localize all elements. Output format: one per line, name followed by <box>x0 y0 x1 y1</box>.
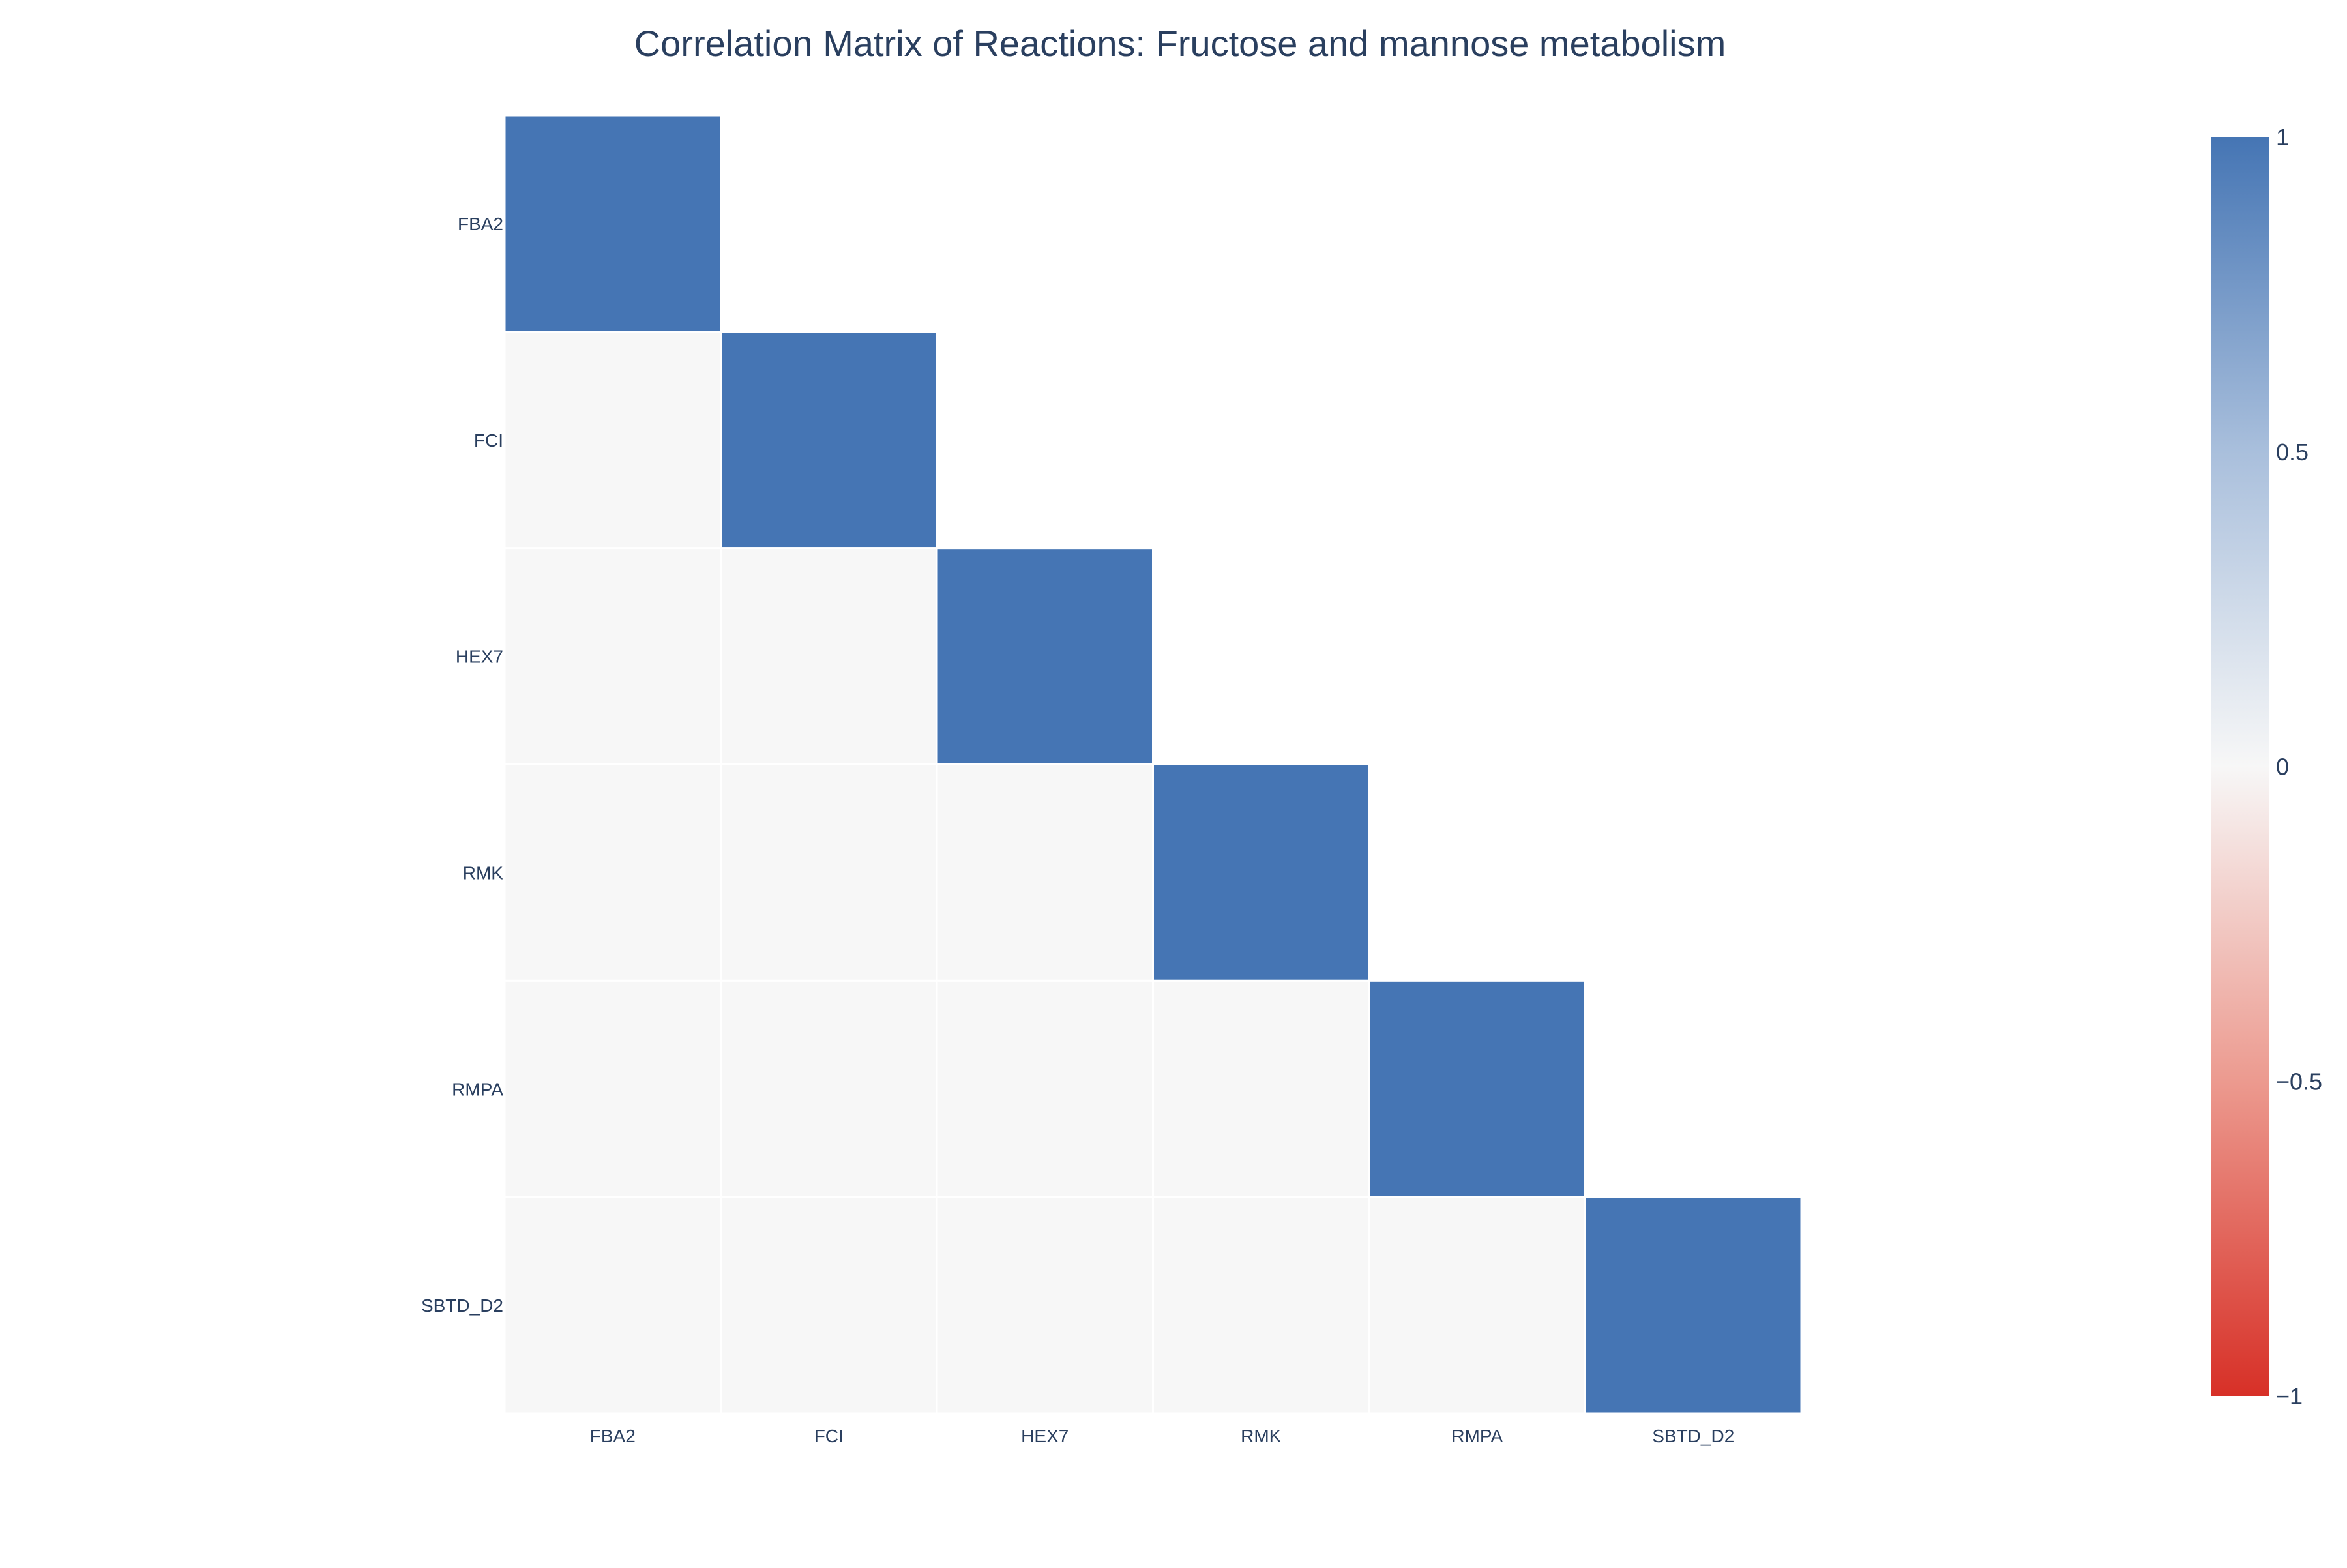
x-axis-tick-labels: FBA2 FCI HEX7 RMK RMPA SBTD_D2 <box>590 1426 1735 1446</box>
heatmap-cell-SBTD_D2-FBA2 <box>503 1196 722 1415</box>
x-tick-label-RMK: RMK <box>1241 1426 1282 1446</box>
colorbar-tick-label: 0 <box>2276 754 2289 780</box>
heatmap-cell-SBTD_D2-RMK <box>1152 1196 1370 1415</box>
x-tick-label-RMPA: RMPA <box>1451 1426 1503 1446</box>
colorbar-tick-label: 1 <box>2276 124 2289 151</box>
heatmap-cell-SBTD_D2-FCI <box>720 1196 938 1415</box>
colorbar-tick-label: 0.5 <box>2276 439 2309 466</box>
y-tick-label-RMPA: RMPA <box>452 1079 503 1099</box>
heatmap-cell-HEX7-FCI <box>720 547 938 766</box>
heatmap-cell-RMPA-RMK <box>1152 979 1370 1198</box>
x-tick-label-FBA2: FBA2 <box>590 1426 636 1446</box>
x-tick-label-SBTD_D2: SBTD_D2 <box>1652 1426 1734 1446</box>
heatmap-cell-RMPA-HEX7 <box>936 979 1154 1198</box>
heatmap-cell-RMK-HEX7 <box>936 763 1154 982</box>
heatmap-cell-SBTD_D2-SBTD_D2 <box>1584 1196 1803 1415</box>
y-tick-label-SBTD_D2: SBTD_D2 <box>421 1295 503 1316</box>
y-tick-label-HEX7: HEX7 <box>456 647 503 667</box>
y-tick-label-RMK: RMK <box>463 863 504 883</box>
heatmap-cell-RMK-FBA2 <box>503 763 722 982</box>
y-tick-label-FBA2: FBA2 <box>458 214 503 234</box>
heatmap-cell-FCI-FBA2 <box>503 331 722 550</box>
heatmap-cell-HEX7-FBA2 <box>503 547 722 766</box>
heatmap-cell-HEX7-HEX7 <box>936 547 1154 766</box>
heatmap-cell-RMPA-FCI <box>720 979 938 1198</box>
heatmap-cells <box>503 114 1803 1415</box>
y-tick-label-FCI: FCI <box>474 430 503 451</box>
x-tick-label-HEX7: HEX7 <box>1021 1426 1069 1446</box>
heatmap-cell-FCI-FCI <box>720 331 938 550</box>
heatmap-cell-RMK-RMK <box>1152 763 1370 982</box>
chart-title: Correlation Matrix of Reactions: Fructos… <box>634 23 1726 64</box>
heatmap-cell-RMK-FCI <box>720 763 938 982</box>
heatmap-cell-SBTD_D2-HEX7 <box>936 1196 1154 1415</box>
x-tick-label-FCI: FCI <box>814 1426 844 1446</box>
y-axis-tick-labels: FBA2 FCI HEX7 RMK RMPA SBTD_D2 <box>421 214 503 1316</box>
heatmap-cell-FBA2-FBA2 <box>503 114 722 333</box>
colorbar: 1 0.5 0 −0.5 −1 <box>2211 124 2322 1410</box>
heatmap-cell-SBTD_D2-RMPA <box>1368 1196 1586 1415</box>
colorbar-gradient-bar <box>2211 137 2269 1396</box>
colorbar-tick-label: −0.5 <box>2276 1068 2322 1095</box>
colorbar-tick-label: −1 <box>2276 1383 2303 1410</box>
heatmap-cell-RMPA-FBA2 <box>503 979 722 1198</box>
heatmap-cell-RMPA-RMPA <box>1368 979 1586 1198</box>
